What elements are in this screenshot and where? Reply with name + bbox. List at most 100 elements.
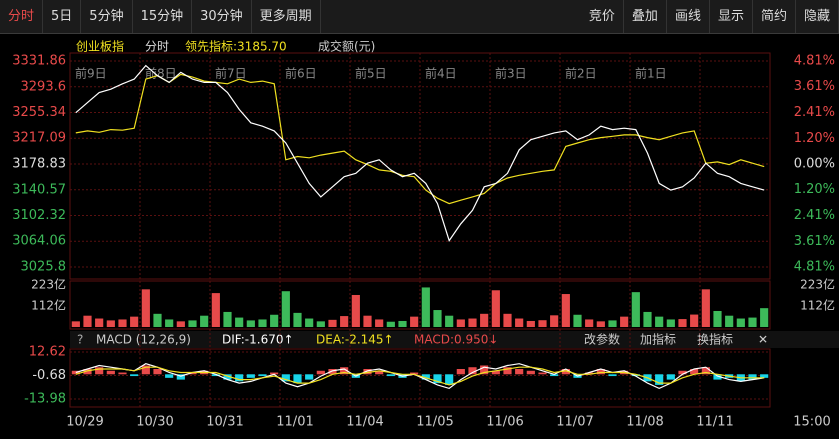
macd-bar — [760, 374, 769, 378]
macd-bar — [246, 374, 255, 378]
volume-bar — [211, 293, 220, 327]
toolbar-button[interactable]: 简约 — [753, 0, 796, 33]
macd-bar — [538, 372, 547, 375]
macd-bar — [678, 370, 687, 375]
macd-bar — [188, 372, 197, 375]
volume-bar — [328, 319, 337, 327]
volume-bar — [515, 318, 524, 327]
volume-bar — [398, 320, 407, 327]
toolbar-button[interactable]: 叠加 — [624, 0, 667, 33]
toolbar-button[interactable]: 更多周期 — [252, 0, 321, 33]
volume-title: 成交额(元) — [318, 39, 375, 54]
macd-button[interactable]: 改参数 — [584, 332, 620, 347]
x-tick-label: 11/06 — [486, 415, 523, 430]
y2-tick-label: 2.41% — [794, 208, 835, 223]
y2-tick-label: 3.61% — [794, 234, 835, 249]
macd-bar — [445, 374, 454, 385]
macd-bar — [95, 367, 104, 375]
vol-tick-label: 112亿 — [31, 297, 66, 312]
macd-bar — [328, 368, 337, 375]
day-label: 前5日 — [355, 66, 387, 81]
day-label: 前6日 — [285, 66, 317, 81]
x-tick-label: 10/31 — [206, 415, 243, 430]
volume-bar — [270, 314, 279, 327]
y-tick-label: 3064.06 — [12, 234, 66, 249]
macd-label: MACD:0.950↓ — [414, 333, 498, 347]
volume-bar — [666, 319, 675, 327]
volume-bar — [690, 314, 699, 327]
y-tick-label: 3102.32 — [12, 208, 66, 223]
y-tick-label: 3025.8 — [21, 260, 67, 275]
x-tick-label: 11/08 — [626, 415, 663, 430]
toolbar-button[interactable]: 分时 — [0, 0, 44, 33]
toolbar-button[interactable]: 15分钟 — [133, 0, 193, 33]
spacer — [321, 0, 581, 33]
macd-bar — [421, 374, 430, 380]
macd-button[interactable]: 换指标 — [697, 332, 733, 347]
toolbar-button[interactable]: 竞价 — [581, 0, 624, 33]
volume-bar — [281, 291, 290, 327]
macd-bar — [468, 367, 477, 375]
y-tick-label: 3217.09 — [12, 131, 66, 146]
volume-bar — [421, 287, 430, 327]
toolbar-button[interactable]: 5分钟 — [81, 0, 133, 33]
dif-label: DIF:-1.670↑ — [222, 333, 294, 347]
macd-q: ? — [77, 333, 83, 347]
volume-bar — [620, 316, 629, 327]
volume-bar — [573, 314, 582, 327]
macd-bar — [223, 374, 232, 380]
day-label: 前4日 — [425, 66, 457, 81]
y2-tick-label: 2.41% — [794, 105, 835, 120]
macd-bar — [690, 368, 699, 375]
day-label: 前7日 — [215, 66, 247, 81]
y2-tick-label: 4.81% — [794, 54, 835, 69]
toolbar-button[interactable]: 5日 — [43, 0, 82, 33]
volume-bar — [130, 316, 139, 327]
toolbar-button[interactable]: 隐藏 — [796, 0, 839, 33]
macd-bar — [596, 368, 605, 375]
x-tick-label: 11/11 — [696, 415, 733, 430]
volume-bar — [176, 321, 185, 327]
macd-bar — [305, 374, 314, 380]
macd-close[interactable]: ✕ — [758, 333, 768, 347]
day-label: 前2日 — [565, 66, 597, 81]
macd-tick-label: -13.98 — [24, 392, 66, 407]
volume-bar — [643, 311, 652, 327]
toolbar-button[interactable]: 画线 — [667, 0, 710, 33]
macd-bar — [480, 365, 489, 375]
macd-bar — [270, 372, 279, 375]
y-tick-label: 3140.57 — [12, 182, 66, 197]
volume-bar — [538, 320, 547, 327]
volume-bar — [83, 315, 92, 327]
macd-bar — [211, 374, 220, 377]
macd-bar — [666, 374, 675, 380]
macd-bar — [235, 374, 244, 382]
macd-title: MACD (12,26,9) — [96, 333, 191, 347]
dea-line — [75, 366, 765, 386]
volume-bar — [293, 312, 302, 327]
macd-bar — [375, 370, 384, 375]
chart-title: 创业板指 — [76, 39, 124, 54]
macd-tick-label: -0.68 — [32, 368, 66, 383]
volume-bar — [760, 308, 769, 327]
macd-bar — [281, 374, 290, 382]
volume-bar — [608, 320, 617, 327]
chart-subtitle: 分时 — [145, 40, 169, 54]
volume-bar — [351, 294, 360, 327]
volume-bar — [165, 319, 174, 327]
volume-bar — [410, 316, 419, 327]
volume-bar — [596, 321, 605, 327]
toolbar-button[interactable]: 显示 — [710, 0, 753, 33]
macd-bar — [515, 368, 524, 375]
volume-bar — [550, 315, 559, 327]
volume-bar — [200, 315, 209, 327]
volume-bar — [468, 318, 477, 327]
y2-tick-label: 3.61% — [794, 79, 835, 94]
macd-bar — [456, 368, 465, 375]
toolbar-button[interactable]: 30分钟 — [192, 0, 252, 33]
x-tick-label: 11/07 — [556, 415, 593, 430]
price-line — [75, 73, 765, 205]
volume-bar — [258, 319, 267, 327]
macd-bar — [701, 367, 710, 375]
macd-button[interactable]: 加指标 — [640, 332, 676, 347]
